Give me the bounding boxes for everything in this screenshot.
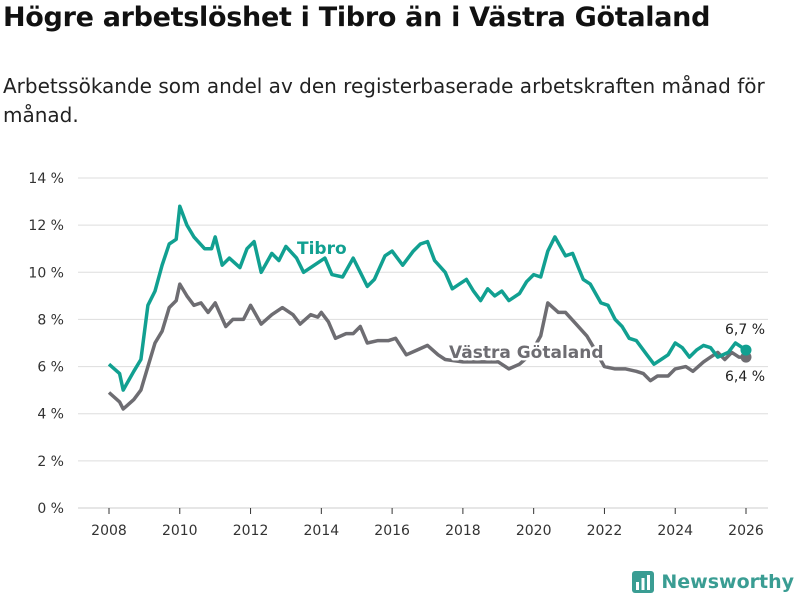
end-label-vastra-gotaland: 6,4 % xyxy=(725,369,765,385)
y-tick-label: 0 % xyxy=(37,501,64,517)
y-tick-label: 6 % xyxy=(37,360,64,376)
x-tick-label: 2014 xyxy=(304,523,340,539)
x-tick-label: 2018 xyxy=(445,523,481,539)
brand-name: Newsworthy xyxy=(661,571,794,593)
y-tick-label: 8 % xyxy=(37,312,64,328)
y-tick-label: 12 % xyxy=(28,218,64,234)
x-tick-label: 2008 xyxy=(91,523,127,539)
y-tick-label: 10 % xyxy=(28,265,64,281)
x-tick-label: 2026 xyxy=(728,523,764,539)
x-tick-label: 2020 xyxy=(516,523,552,539)
end-point-tibro xyxy=(740,344,752,356)
newsworthy-logo: Newsworthy xyxy=(631,570,794,594)
x-tick-label: 2012 xyxy=(233,523,269,539)
y-tick-label: 2 % xyxy=(37,454,64,470)
series-line-vastra-gotaland xyxy=(107,282,746,411)
end-label-tibro: 6,7 % xyxy=(725,322,765,338)
chart-title: Högre arbetslöshet i Tibro än i Västra G… xyxy=(3,2,711,33)
x-tick-label: 2010 xyxy=(162,523,198,539)
x-tick-label: 2016 xyxy=(374,523,410,539)
chart-subtitle: Arbetssökande som andel av den registerb… xyxy=(3,74,765,127)
x-tick-label: 2022 xyxy=(587,523,623,539)
bar-chart-logo-icon xyxy=(632,571,655,593)
y-tick-label: 4 % xyxy=(37,407,64,423)
series-line-tibro xyxy=(107,204,747,392)
series-label-tibro: Tibro xyxy=(297,239,347,259)
y-tick-label: 14 % xyxy=(28,171,64,187)
series-label-vastra-gotaland: Västra Götaland xyxy=(449,343,604,363)
x-tick-label: 2024 xyxy=(657,523,693,539)
